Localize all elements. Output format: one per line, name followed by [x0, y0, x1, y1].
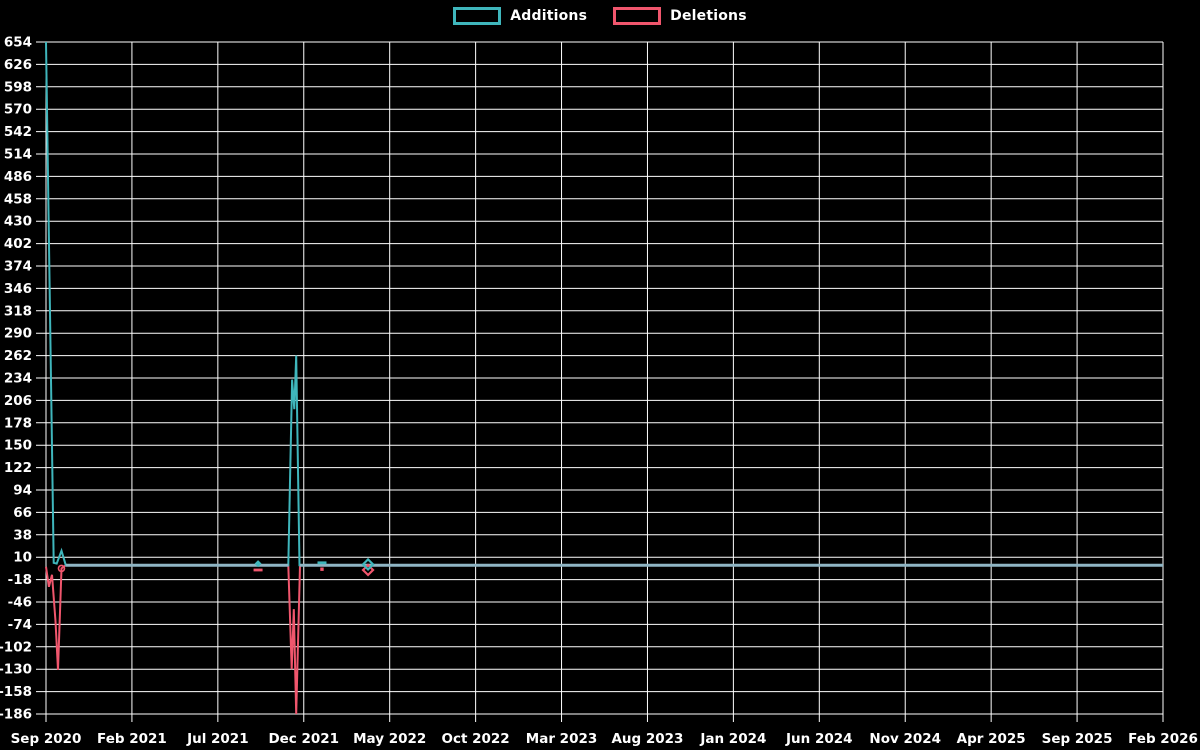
y-tick-label: -46: [8, 595, 32, 611]
legend-label-additions: Additions: [510, 8, 588, 24]
y-tick-label: 66: [13, 505, 32, 521]
y-tick-label: 290: [4, 326, 32, 342]
x-tick-label: Nov 2024: [869, 731, 941, 747]
y-tick-label: -158: [0, 684, 32, 700]
y-tick-label: 178: [4, 415, 32, 431]
x-tick-label: May 2022: [353, 731, 426, 747]
y-tick-label: 38: [13, 527, 32, 543]
y-tick-label: 598: [4, 79, 32, 95]
marker-dash-deletions: [253, 568, 263, 572]
y-tick-label: 262: [4, 348, 32, 364]
deletions-swatch-icon: [613, 7, 662, 25]
x-tick-label: Feb 2021: [97, 731, 167, 747]
x-tick-label: Sep 2025: [1042, 731, 1113, 747]
additions-swatch-icon: [453, 7, 502, 25]
x-tick-label: Aug 2023: [611, 731, 683, 747]
y-tick-label: 486: [4, 169, 32, 185]
x-tick-label: Jan 2024: [699, 731, 766, 747]
x-tick-label: Dec 2021: [268, 731, 339, 747]
marker-circle-deletions: [57, 564, 66, 573]
series-line-additions: [45, 41, 1163, 567]
y-tick-label: 206: [4, 393, 32, 409]
x-tick-label: Apr 2025: [957, 731, 1026, 747]
y-tick-label: -186: [0, 707, 32, 723]
y-tick-label: 626: [4, 57, 32, 73]
y-tick-label: 10: [13, 550, 32, 566]
marker-dot-deletions: [320, 567, 324, 571]
y-tick-label: 346: [4, 281, 32, 297]
marker-diamond-additions: [361, 557, 375, 571]
y-tick-label: 570: [4, 102, 32, 118]
x-tick-label: Feb 2026: [1128, 731, 1198, 747]
y-tick-label: 318: [4, 303, 32, 319]
x-tick-label: Oct 2022: [442, 731, 510, 747]
y-tick-label: -18: [8, 572, 32, 588]
legend-item-deletions[interactable]: Deletions: [613, 7, 747, 25]
y-tick-label: -74: [8, 617, 32, 633]
y-tick-label: 542: [4, 124, 32, 140]
x-tick-label: Jun 2024: [785, 731, 853, 747]
x-tick-label: Mar 2023: [526, 731, 597, 747]
y-tick-label: 402: [4, 236, 32, 252]
chart-legend: Additions Deletions: [0, 7, 1200, 25]
y-tick-label: -102: [0, 639, 32, 655]
x-tick-label: Sep 2020: [11, 731, 82, 747]
y-tick-label: -130: [0, 662, 32, 678]
y-tick-label: 94: [13, 483, 32, 499]
y-tick-label: 234: [4, 371, 32, 387]
marker-dash-additions: [317, 561, 327, 565]
y-tick-label: 514: [4, 147, 32, 163]
y-tick-label: 150: [4, 438, 32, 454]
legend-item-additions[interactable]: Additions: [453, 7, 587, 25]
y-tick-label: 430: [4, 214, 32, 230]
y-tick-label: 122: [4, 460, 32, 476]
marker-diamond-deletions: [361, 563, 375, 577]
legend-label-deletions: Deletions: [670, 8, 747, 24]
x-tick-label: Jul 2021: [186, 731, 249, 747]
y-tick-label: 374: [4, 259, 32, 275]
y-tick-label: 654: [4, 35, 32, 51]
marker-diamond-small-additions: [254, 560, 262, 568]
y-tick-label: 458: [4, 191, 32, 207]
